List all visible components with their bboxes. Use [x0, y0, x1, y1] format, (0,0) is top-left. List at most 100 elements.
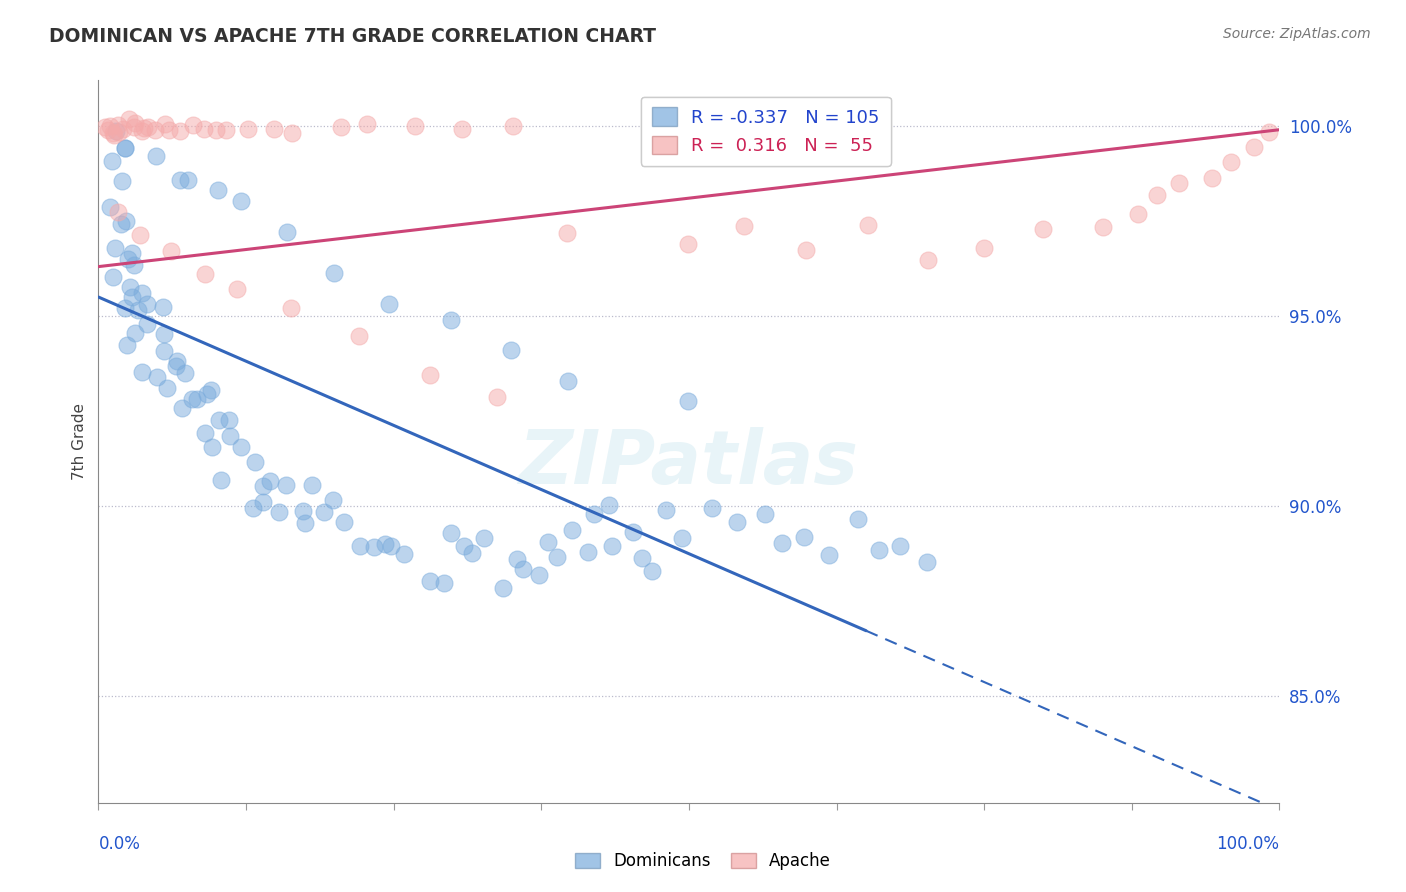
Point — [101, 127, 124, 141]
Point — [329, 120, 352, 135]
Point — [242, 500, 264, 515]
Point — [135, 318, 157, 332]
Point — [598, 498, 620, 512]
Point — [263, 122, 285, 136]
Point — [356, 117, 378, 131]
Point — [157, 123, 180, 137]
Point — [110, 217, 132, 231]
Point — [561, 524, 583, 538]
Point — [118, 112, 141, 126]
Point — [453, 539, 475, 553]
Point — [131, 365, 153, 379]
Point — [1091, 220, 1114, 235]
Point — [654, 503, 676, 517]
Point — [121, 246, 143, 260]
Point — [115, 214, 138, 228]
Point — [132, 120, 155, 135]
Point — [152, 343, 174, 358]
Point — [209, 474, 232, 488]
Point — [374, 537, 396, 551]
Point — [169, 173, 191, 187]
Point — [433, 575, 456, 590]
Point — [676, 236, 699, 251]
Point — [121, 290, 143, 304]
Point — [104, 241, 127, 255]
Point — [229, 440, 252, 454]
Point — [143, 123, 166, 137]
Legend: R = -0.337   N = 105, R =  0.316   N =  55: R = -0.337 N = 105, R = 0.316 N = 55 — [641, 96, 890, 166]
Point — [322, 492, 344, 507]
Point — [1258, 125, 1281, 139]
Point — [380, 539, 402, 553]
Point — [621, 524, 644, 539]
Point — [166, 354, 188, 368]
Point — [218, 429, 240, 443]
Point — [124, 326, 146, 340]
Point — [218, 413, 240, 427]
Point — [205, 123, 228, 137]
Point — [131, 285, 153, 300]
Point — [238, 122, 260, 136]
Point — [156, 381, 179, 395]
Point — [733, 219, 755, 234]
Point — [1032, 222, 1054, 236]
Point — [107, 205, 129, 219]
Point — [111, 122, 134, 136]
Point — [122, 120, 145, 135]
Point — [200, 384, 222, 398]
Point — [502, 119, 524, 133]
Point — [631, 551, 654, 566]
Point — [349, 539, 371, 553]
Point — [243, 455, 266, 469]
Point — [252, 479, 274, 493]
Point — [555, 226, 578, 240]
Point — [770, 536, 793, 550]
Point — [294, 516, 316, 530]
Point — [394, 548, 416, 562]
Point — [114, 141, 136, 155]
Point — [1243, 140, 1265, 154]
Point — [419, 368, 441, 382]
Point — [229, 194, 252, 209]
Point — [105, 123, 128, 137]
Point — [291, 504, 314, 518]
Point — [208, 413, 231, 427]
Point — [868, 543, 890, 558]
Point — [117, 252, 139, 267]
Point — [98, 119, 121, 133]
Point — [180, 392, 202, 406]
Point — [818, 548, 841, 562]
Point — [153, 117, 176, 131]
Point — [363, 540, 385, 554]
Point — [557, 374, 579, 388]
Point — [793, 530, 815, 544]
Point — [461, 546, 484, 560]
Point — [172, 401, 194, 415]
Point — [973, 241, 995, 255]
Point — [856, 218, 879, 232]
Text: DOMINICAN VS APACHE 7TH GRADE CORRELATION CHART: DOMINICAN VS APACHE 7TH GRADE CORRELATIO… — [49, 27, 657, 45]
Point — [186, 392, 208, 407]
Point — [280, 301, 302, 316]
Point — [1146, 187, 1168, 202]
Point — [641, 565, 664, 579]
Point — [1219, 154, 1241, 169]
Point — [135, 297, 157, 311]
Point — [700, 501, 723, 516]
Point — [177, 173, 200, 187]
Point — [889, 539, 911, 553]
Point — [280, 126, 302, 140]
Point — [152, 300, 174, 314]
Point — [512, 562, 534, 576]
Point — [118, 280, 141, 294]
Point — [173, 366, 195, 380]
Point — [917, 252, 939, 267]
Point — [312, 505, 335, 519]
Point — [1126, 207, 1149, 221]
Point — [796, 243, 818, 257]
Point — [98, 200, 121, 214]
Text: 100.0%: 100.0% — [1216, 835, 1279, 854]
Y-axis label: 7th Grade: 7th Grade — [72, 403, 87, 480]
Point — [136, 120, 159, 135]
Point — [225, 282, 247, 296]
